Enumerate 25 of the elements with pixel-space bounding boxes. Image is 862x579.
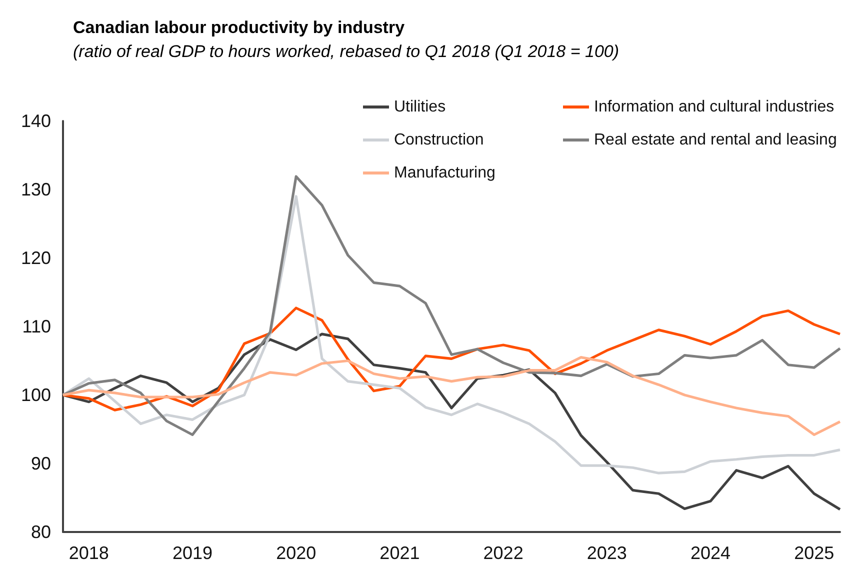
chart-subtitle: (ratio of real GDP to hours worked, rebased to Q1 2018 (Q1 2018 = 100)	[73, 42, 620, 61]
x-tick-label: 2025	[794, 543, 834, 563]
line-series	[62, 195, 842, 474]
y-tick-label: 130	[20, 180, 51, 200]
y-tick-label: 120	[20, 248, 51, 268]
x-tick-label: 2019	[172, 543, 213, 563]
x-tick-label: 2021	[380, 543, 420, 563]
legend-label: Manufacturing	[394, 164, 496, 182]
legend-label: Construction	[394, 132, 484, 148]
x-tick-label: 2020	[276, 543, 316, 563]
chart-title: Canadian labour productivity by industry	[73, 18, 406, 37]
legend-label: Real estate and rental and leasing	[594, 132, 837, 148]
legend-label: Utilities	[394, 98, 446, 116]
x-tick-label: 2018	[68, 543, 109, 563]
y-tick-label: 100	[20, 385, 51, 405]
line-series	[62, 306, 842, 412]
line-series	[62, 356, 842, 436]
y-tick-label: 80	[30, 522, 51, 542]
x-tick-label: 2023	[586, 543, 627, 563]
y-tick-label: 110	[22, 316, 51, 336]
x-tick-label: 2024	[690, 543, 731, 563]
legend-label: Information and cultural industries	[594, 98, 834, 116]
x-tick-label: 2022	[483, 543, 524, 563]
y-tick-label: 140	[20, 111, 51, 131]
y-tick-label: 90	[30, 454, 51, 474]
